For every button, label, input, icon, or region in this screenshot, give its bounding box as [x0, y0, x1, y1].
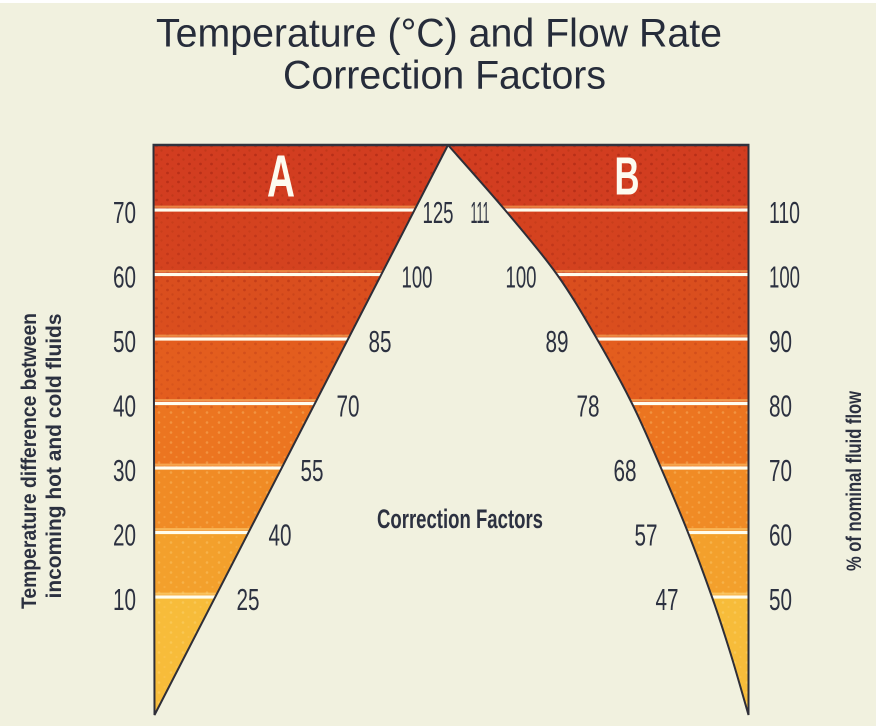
svg-text:70: 70: [337, 389, 360, 424]
svg-text:50: 50: [769, 582, 792, 617]
svg-text:30: 30: [113, 453, 136, 488]
svg-text:55: 55: [301, 453, 324, 488]
svg-text:% of nominal fluid flow: % of nominal fluid flow: [843, 390, 866, 571]
svg-text:60: 60: [769, 518, 792, 553]
svg-text:Temperature difference between: Temperature difference between: [18, 313, 41, 609]
svg-text:47: 47: [656, 582, 679, 617]
svg-text:10: 10: [113, 582, 136, 617]
svg-text:40: 40: [269, 518, 292, 553]
svg-text:25: 25: [237, 582, 260, 617]
svg-text:70: 70: [769, 453, 792, 488]
svg-text:Correction Factors: Correction Factors: [377, 504, 543, 534]
svg-text:60: 60: [113, 260, 136, 295]
svg-text:85: 85: [369, 324, 392, 359]
svg-text:40: 40: [113, 389, 136, 424]
svg-text:A: A: [267, 144, 295, 210]
svg-text:100: 100: [506, 260, 537, 295]
svg-text:incoming hot and cold fluids: incoming hot and cold fluids: [43, 314, 66, 599]
svg-text:57: 57: [635, 518, 658, 553]
svg-text:68: 68: [614, 453, 637, 488]
svg-text:Correction Factors: Correction Factors: [283, 54, 606, 98]
svg-text:110: 110: [769, 195, 800, 230]
svg-text:90: 90: [769, 324, 792, 359]
svg-text:20: 20: [113, 518, 136, 553]
svg-text:78: 78: [577, 389, 600, 424]
svg-text:100: 100: [769, 260, 800, 295]
svg-text:89: 89: [546, 324, 569, 359]
svg-text:50: 50: [113, 324, 136, 359]
svg-text:100: 100: [402, 260, 433, 295]
svg-text:Temperature (°C) and Flow Rate: Temperature (°C) and Flow Rate: [156, 12, 722, 56]
svg-text:80: 80: [769, 389, 792, 424]
svg-text:B: B: [615, 147, 640, 207]
svg-text:111: 111: [471, 195, 490, 230]
svg-text:70: 70: [113, 195, 136, 230]
svg-text:125: 125: [423, 195, 454, 230]
